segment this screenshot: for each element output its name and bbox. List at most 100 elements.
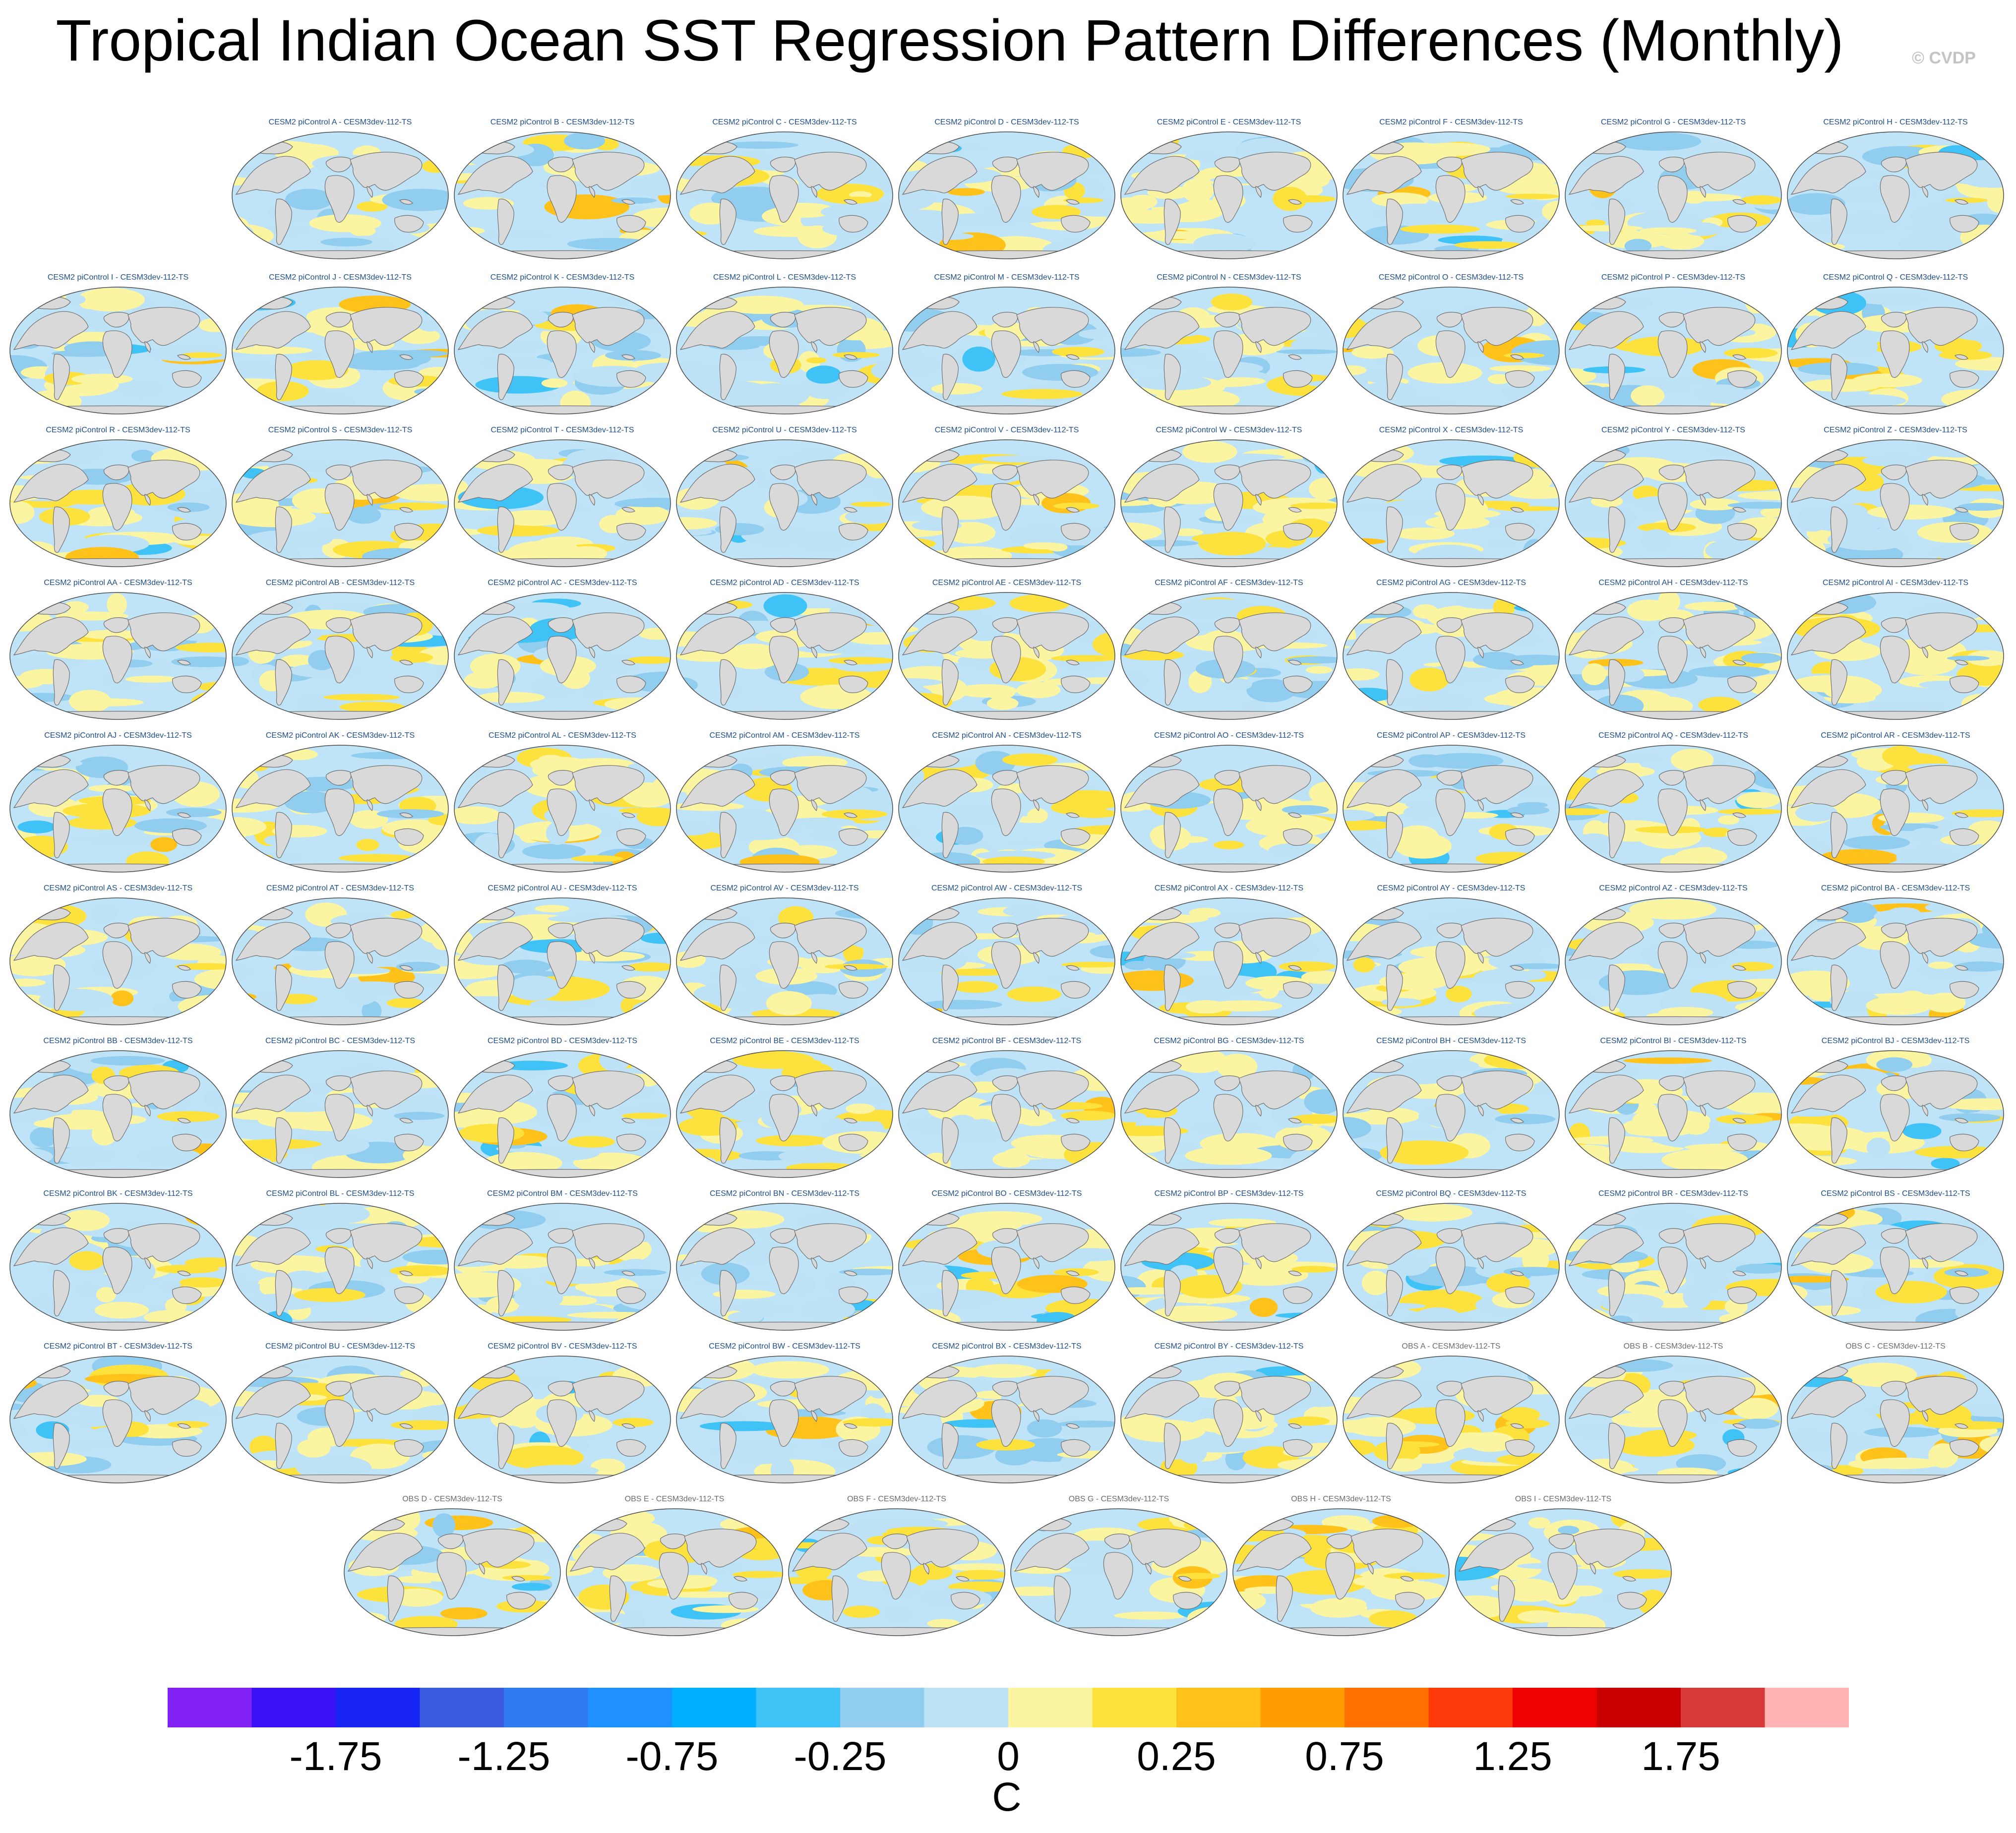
panel-map	[1787, 131, 2004, 259]
colorbar-tick-label: -1.25	[457, 1734, 550, 1779]
panel-map	[454, 1203, 671, 1331]
map-panel: CESM2 piControl BA - CESM3dev-112-TS	[1786, 881, 2005, 1026]
map-panel: CESM2 piControl AG - CESM3dev-112-TS	[1342, 576, 1560, 720]
panel-map	[898, 592, 1115, 720]
colorbar-swatch	[1513, 1688, 1597, 1727]
panel-map	[1787, 745, 2004, 873]
panel-map	[1120, 745, 1338, 873]
panel-title: CESM2 piControl U - CESM3dev-112-TS	[712, 426, 857, 434]
colorbar-swatch	[1428, 1688, 1513, 1727]
map-panel: CESM2 piControl BC - CESM3dev-112-TS	[231, 1034, 449, 1179]
panel-title: CESM2 piControl AK - CESM3dev-112-TS	[265, 731, 415, 740]
panel-title: OBS F - CESM3dev-112-TS	[847, 1495, 946, 1503]
panel-map	[1120, 1203, 1338, 1331]
panel-title: CESM2 piControl AZ - CESM3dev-112-TS	[1599, 884, 1748, 892]
panel-title: CESM2 piControl BI - CESM3dev-112-TS	[1600, 1037, 1747, 1045]
map-panel: CESM2 piControl AF - CESM3dev-112-TS	[1120, 576, 1338, 720]
panel-map	[232, 745, 449, 873]
panel-map	[1787, 439, 2004, 567]
panel-title: CESM2 piControl AO - CESM3dev-112-TS	[1154, 731, 1304, 740]
panel-map	[454, 745, 671, 873]
panel-map	[1343, 592, 1560, 720]
map-panel: CESM2 piControl AJ - CESM3dev-112-TS	[9, 728, 227, 873]
panel-title: CESM2 piControl BX - CESM3dev-112-TS	[932, 1342, 1082, 1351]
map-panel: CESM2 piControl Q - CESM3dev-112-TS	[1786, 270, 2005, 415]
map-panel: OBS C - CESM3dev-112-TS	[1786, 1339, 2005, 1484]
panel-title: CESM2 piControl P - CESM3dev-112-TS	[1601, 273, 1746, 282]
panel-title: CESM2 piControl AG - CESM3dev-112-TS	[1376, 579, 1527, 587]
panel-title: CESM2 piControl R - CESM3dev-112-TS	[46, 426, 190, 434]
panel-title: CESM2 piControl BN - CESM3dev-112-TS	[709, 1189, 860, 1198]
map-panel: CESM2 piControl BO - CESM3dev-112-TS	[898, 1186, 1116, 1331]
map-panel: CESM2 piControl AN - CESM3dev-112-TS	[898, 728, 1116, 873]
panel-map	[898, 1356, 1115, 1483]
map-panel: OBS E - CESM3dev-112-TS	[565, 1492, 784, 1637]
panel-title: CESM2 piControl AR - CESM3dev-112-TS	[1821, 731, 1970, 740]
colorbar-tick-label: 0	[997, 1734, 1020, 1779]
panel-map	[898, 131, 1115, 259]
panel-map	[1120, 897, 1338, 1025]
panel-map	[1565, 131, 1782, 259]
panel-map	[898, 897, 1115, 1025]
panel-map	[1343, 1356, 1560, 1483]
panel-title: CESM2 piControl AB - CESM3dev-112-TS	[265, 579, 415, 587]
panel-title: CESM2 piControl I - CESM3dev-112-TS	[47, 273, 189, 282]
panel-map	[566, 1508, 783, 1636]
colorbar-swatch	[336, 1688, 420, 1727]
panel-map	[676, 592, 893, 720]
panel-map	[1120, 1050, 1338, 1178]
map-panel: CESM2 piControl N - CESM3dev-112-TS	[1120, 270, 1338, 415]
panel-title: OBS D - CESM3dev-112-TS	[402, 1495, 502, 1503]
colorbar-swatch	[168, 1688, 252, 1727]
panel-map	[898, 1203, 1115, 1331]
panel-map	[788, 1508, 1005, 1636]
colorbar-swatch	[840, 1688, 924, 1727]
map-panel: CESM2 piControl E - CESM3dev-112-TS	[1120, 115, 1338, 260]
panel-title: CESM2 piControl AQ - CESM3dev-112-TS	[1598, 731, 1749, 740]
colorbar-tick-label: 0.25	[1137, 1734, 1216, 1779]
map-panel: CESM2 piControl X - CESM3dev-112-TS	[1342, 423, 1560, 568]
panel-map	[1120, 439, 1338, 567]
map-panel: CESM2 piControl B - CESM3dev-112-TS	[453, 115, 672, 260]
panel-map	[676, 287, 893, 414]
panel-title: OBS H - CESM3dev-112-TS	[1291, 1495, 1391, 1503]
panel-title: CESM2 piControl H - CESM3dev-112-TS	[1823, 118, 1968, 126]
panel-title: CESM2 piControl AT - CESM3dev-112-TS	[266, 884, 414, 892]
panel-title: CESM2 piControl BK - CESM3dev-112-TS	[43, 1189, 193, 1198]
panel-title: CESM2 piControl J - CESM3dev-112-TS	[269, 273, 412, 282]
colorbar-tick-label: 1.75	[1641, 1734, 1720, 1779]
panel-title: CESM2 piControl F - CESM3dev-112-TS	[1379, 118, 1523, 126]
panel-map	[9, 592, 227, 720]
panel-map	[1120, 287, 1338, 414]
panel-map	[1120, 592, 1338, 720]
panel-title: CESM2 piControl V - CESM3dev-112-TS	[934, 426, 1079, 434]
map-panel: CESM2 piControl AQ - CESM3dev-112-TS	[1564, 728, 1782, 873]
panel-title: CESM2 piControl BQ - CESM3dev-112-TS	[1376, 1189, 1527, 1198]
panel-title: CESM2 piControl BR - CESM3dev-112-TS	[1598, 1189, 1749, 1198]
panel-title: CESM2 piControl T - CESM3dev-112-TS	[490, 426, 634, 434]
panel-title: CESM2 piControl BM - CESM3dev-112-TS	[487, 1189, 638, 1198]
panel-map	[1455, 1508, 1672, 1636]
panel-title: CESM2 piControl W - CESM3dev-112-TS	[1156, 426, 1302, 434]
map-panel: CESM2 piControl U - CESM3dev-112-TS	[675, 423, 894, 568]
panel-title: CESM2 piControl M - CESM3dev-112-TS	[934, 273, 1080, 282]
panel-title: CESM2 piControl AA - CESM3dev-112-TS	[44, 579, 192, 587]
panel-title: OBS A - CESM3dev-112-TS	[1402, 1342, 1501, 1351]
map-panel: OBS G - CESM3dev-112-TS	[1010, 1492, 1228, 1637]
colorbar-swatch	[1008, 1688, 1093, 1727]
map-panel: CESM2 piControl O - CESM3dev-112-TS	[1342, 270, 1560, 415]
map-panel: CESM2 piControl BJ - CESM3dev-112-TS	[1786, 1034, 2005, 1179]
panel-map	[1232, 1508, 1450, 1636]
map-panel: CESM2 piControl BL - CESM3dev-112-TS	[231, 1186, 449, 1331]
colorbar-swatch	[504, 1688, 588, 1727]
panel-title: CESM2 piControl AN - CESM3dev-112-TS	[932, 731, 1082, 740]
colorbar-swatch	[1681, 1688, 1765, 1727]
panel-map	[1565, 1050, 1782, 1178]
panel-title: CESM2 piControl S - CESM3dev-112-TS	[268, 426, 413, 434]
map-panel: CESM2 piControl K - CESM3dev-112-TS	[453, 270, 672, 415]
map-panel: CESM2 piControl AP - CESM3dev-112-TS	[1342, 728, 1560, 873]
panel-title: CESM2 piControl D - CESM3dev-112-TS	[934, 118, 1079, 126]
panel-map	[1565, 897, 1782, 1025]
colorbar-swatch	[1344, 1688, 1429, 1727]
map-panel: CESM2 piControl AL - CESM3dev-112-TS	[453, 728, 672, 873]
